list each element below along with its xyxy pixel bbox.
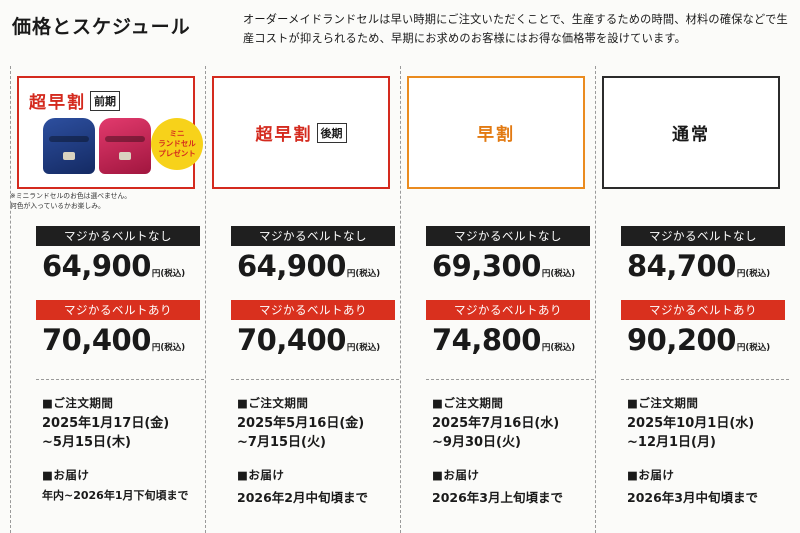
order-period: 2025年1月17日(金) ~5月15日(木) xyxy=(42,414,169,452)
intro-text: オーダーメイドランドセルは早い時期にご注文いただくことで、生産するための時間、材… xyxy=(243,13,788,45)
plan-name: 超早割 前期 xyxy=(29,88,120,113)
yen-tax-label: 円(税込) xyxy=(151,343,186,353)
note-line: ※ミニランドセルのお色は選べません。 xyxy=(10,192,132,200)
with-belt-label-bar: マジかるベルトあり xyxy=(231,300,395,320)
plan-badge: 通常 xyxy=(602,76,780,189)
order-period: 2025年10月1日(水) ~12月1日(月) xyxy=(627,414,754,452)
price-no-belt: 64,900円(税込) xyxy=(237,249,380,283)
no-belt-label-bar: マジかるベルトなし xyxy=(621,226,785,246)
section-divider xyxy=(36,379,204,380)
plan-name: 超早割 後期 xyxy=(214,120,388,145)
plan-badge: 超早割 前期 ミニ ランドセル プレゼント xyxy=(17,76,203,189)
delivery-date: 年内~2026年1月下旬頃まで xyxy=(42,489,189,502)
price-no-belt: 69,300円(税込) xyxy=(432,249,575,283)
price-value: 84,700 xyxy=(627,249,736,283)
present-line: プレゼント xyxy=(158,149,196,158)
plan-name: 早割 xyxy=(477,125,515,145)
plan-column-early: 早割 マジかるベルトなし 69,300円(税込) マジかるベルトあり 74,80… xyxy=(400,66,596,533)
price-value: 69,300 xyxy=(432,249,541,283)
price-no-belt: 84,700円(税込) xyxy=(627,249,770,283)
period-end: ~5月15日(木) xyxy=(42,435,131,450)
plan-badge: 超早割 後期 xyxy=(212,76,390,189)
price-no-belt: 64,900円(税込) xyxy=(42,249,185,283)
note-line: 何色が入っているかお楽しみ。 xyxy=(10,202,105,210)
mini-randoseru-note: ※ミニランドセルのお色は選べません。 何色が入っているかお楽しみ。 xyxy=(10,191,131,211)
column-divider xyxy=(595,66,596,533)
price-value: 70,400 xyxy=(237,323,346,357)
section-divider xyxy=(231,379,399,380)
delivery-date: 2026年3月上旬頃まで xyxy=(432,490,563,505)
price-with-belt: 70,400円(税込) xyxy=(237,323,380,357)
with-belt-label-bar: マジかるベルトあり xyxy=(36,300,200,320)
page-title: 価格とスケジュール xyxy=(12,16,191,38)
price-value: 70,400 xyxy=(42,323,151,357)
column-divider xyxy=(205,66,206,533)
order-period-label: ■ご注文期間 xyxy=(237,396,309,410)
no-belt-label-bar: マジかるベルトなし xyxy=(36,226,200,246)
plan-tag: 後期 xyxy=(316,123,347,143)
plan-badge: 早割 xyxy=(407,76,585,189)
plan-name: 通常 xyxy=(672,125,710,145)
present-line: ミニ xyxy=(169,129,185,138)
plan-column-super-early-second: 超早割 後期 マジかるベルトなし 64,900円(税込) マジかるベルトあり 70… xyxy=(205,66,401,533)
delivery-label: ■お届け xyxy=(627,468,675,482)
no-belt-label-bar: マジかるベルトなし xyxy=(231,226,395,246)
price-with-belt: 90,200円(税込) xyxy=(627,323,770,357)
column-divider xyxy=(10,66,11,533)
period-end: ~12月1日(月) xyxy=(627,435,716,450)
no-belt-label-bar: マジかるベルトなし xyxy=(426,226,590,246)
with-belt-label-bar: マジかるベルトあり xyxy=(426,300,590,320)
present-circle-badge: ミニ ランドセル プレゼント xyxy=(151,118,203,170)
delivery-date: 2026年3月中旬頃まで xyxy=(627,490,758,505)
pink-randoseru-image xyxy=(99,118,151,174)
price-value: 74,800 xyxy=(432,323,541,357)
yen-tax-label: 円(税込) xyxy=(151,269,186,279)
yen-tax-label: 円(税込) xyxy=(541,343,576,353)
delivery-label: ■お届け xyxy=(237,468,285,482)
order-period: 2025年5月16日(金) ~7月15日(火) xyxy=(237,414,364,452)
present-line: ランドセル xyxy=(158,139,196,148)
price-value: 64,900 xyxy=(237,249,346,283)
order-period: 2025年7月16日(水) ~9月30日(火) xyxy=(432,414,559,452)
column-divider xyxy=(400,66,401,533)
plan-tag: 前期 xyxy=(90,91,120,111)
navy-randoseru-image xyxy=(43,118,95,174)
period-end: ~7月15日(火) xyxy=(237,435,326,450)
price-value: 64,900 xyxy=(42,249,151,283)
period-start: 2025年7月16日(水) xyxy=(432,416,560,431)
delivery-label: ■お届け xyxy=(42,468,90,482)
price-with-belt: 70,400円(税込) xyxy=(42,323,185,357)
delivery-label: ■お届け xyxy=(432,468,480,482)
header: 価格とスケジュール オーダーメイドランドセルは早い時期にご注文いただくことで、生… xyxy=(0,0,800,64)
section-divider xyxy=(621,379,789,380)
order-period-label: ■ご注文期間 xyxy=(627,396,699,410)
price-value: 90,200 xyxy=(627,323,736,357)
yen-tax-label: 円(税込) xyxy=(736,269,771,279)
delivery-date: 2026年2月中旬頃まで xyxy=(237,490,368,505)
yen-tax-label: 円(税込) xyxy=(736,343,771,353)
period-start: 2025年10月1日(水) xyxy=(627,416,755,431)
with-belt-label-bar: マジかるベルトあり xyxy=(621,300,785,320)
order-period-label: ■ご注文期間 xyxy=(432,396,504,410)
section-divider xyxy=(426,379,594,380)
yen-tax-label: 円(税込) xyxy=(346,269,381,279)
plan-name-text: 超早割 xyxy=(29,93,86,113)
period-start: 2025年5月16日(金) xyxy=(237,416,365,431)
order-period-label: ■ご注文期間 xyxy=(42,396,114,410)
plan-column-super-early-first: 超早割 前期 ミニ ランドセル プレゼント ※ミニランドセルのお色は選べません。 … xyxy=(10,66,206,533)
plan-column-regular: 通常 マジかるベルトなし 84,700円(税込) マジかるベルトあり 90,20… xyxy=(595,66,791,533)
yen-tax-label: 円(税込) xyxy=(541,269,576,279)
period-start: 2025年1月17日(金) xyxy=(42,416,170,431)
price-with-belt: 74,800円(税込) xyxy=(432,323,575,357)
plan-name-text: 超早割 xyxy=(255,125,313,145)
period-end: ~9月30日(火) xyxy=(432,435,521,450)
yen-tax-label: 円(税込) xyxy=(346,343,381,353)
